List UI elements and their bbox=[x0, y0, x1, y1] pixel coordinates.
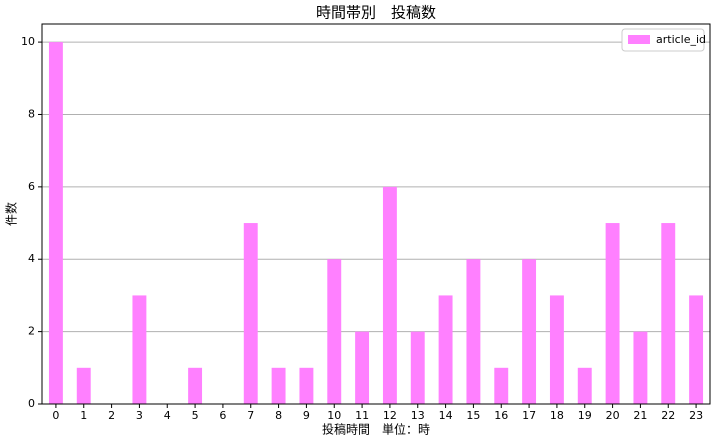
x-axis-label: 投稿時間 単位：時 bbox=[322, 422, 430, 437]
x-tick-label: 22 bbox=[661, 409, 675, 422]
x-tick-label: 7 bbox=[247, 409, 254, 422]
legend-box bbox=[621, 28, 705, 52]
y-tick-label: 4 bbox=[28, 252, 35, 265]
x-tick-label: 19 bbox=[578, 409, 592, 422]
y-axis-label: 件数 bbox=[4, 202, 19, 226]
x-tick-label: 17 bbox=[522, 409, 536, 422]
x-tick-label: 13 bbox=[411, 409, 425, 422]
bar bbox=[466, 259, 481, 404]
bar bbox=[661, 223, 676, 404]
chart-title: 時間帯別 投稿数 bbox=[316, 4, 436, 22]
x-tick-label: 2 bbox=[108, 409, 115, 422]
bar bbox=[132, 295, 147, 404]
bar bbox=[243, 223, 258, 404]
x-tick-label: 15 bbox=[466, 409, 480, 422]
x-tick-label: 11 bbox=[355, 409, 369, 422]
y-tick-label: 0 bbox=[28, 397, 35, 410]
legend-label: article_id bbox=[656, 33, 706, 46]
x-tick-label: 20 bbox=[606, 409, 620, 422]
bar bbox=[605, 223, 620, 404]
x-tick-label: 10 bbox=[327, 409, 341, 422]
x-tick-label: 12 bbox=[383, 409, 397, 422]
x-tick-label: 8 bbox=[275, 409, 282, 422]
x-tick-label: 1 bbox=[80, 409, 87, 422]
x-tick-label: 3 bbox=[136, 409, 143, 422]
bar bbox=[271, 367, 286, 404]
bar bbox=[549, 295, 564, 404]
bar bbox=[327, 259, 342, 404]
y-tick-label: 10 bbox=[21, 35, 35, 48]
bar bbox=[494, 367, 509, 404]
bar bbox=[522, 259, 537, 404]
y-tick-label: 8 bbox=[28, 107, 35, 120]
bar bbox=[355, 331, 370, 404]
legend-swatch bbox=[628, 35, 650, 44]
x-tick-label: 9 bbox=[303, 409, 310, 422]
bar bbox=[410, 331, 425, 404]
x-tick-label: 5 bbox=[192, 409, 199, 422]
y-tick-label: 6 bbox=[28, 180, 35, 193]
x-tick-label: 18 bbox=[550, 409, 564, 422]
bar bbox=[689, 295, 704, 404]
bar bbox=[438, 295, 453, 404]
bar bbox=[188, 367, 203, 404]
x-tick-label: 14 bbox=[439, 409, 453, 422]
x-tick-label: 23 bbox=[689, 409, 703, 422]
bar bbox=[299, 367, 314, 404]
y-tick-label: 2 bbox=[28, 325, 35, 338]
x-tick-label: 0 bbox=[52, 409, 59, 422]
bar bbox=[48, 42, 63, 404]
x-tick-label: 21 bbox=[633, 409, 647, 422]
x-tick-label: 6 bbox=[219, 409, 226, 422]
x-tick-label: 4 bbox=[164, 409, 171, 422]
bar bbox=[633, 331, 648, 404]
plot-frame bbox=[41, 23, 711, 405]
bar bbox=[76, 367, 91, 404]
bar bbox=[382, 186, 397, 404]
x-tick-label: 16 bbox=[494, 409, 508, 422]
bar bbox=[577, 367, 592, 404]
